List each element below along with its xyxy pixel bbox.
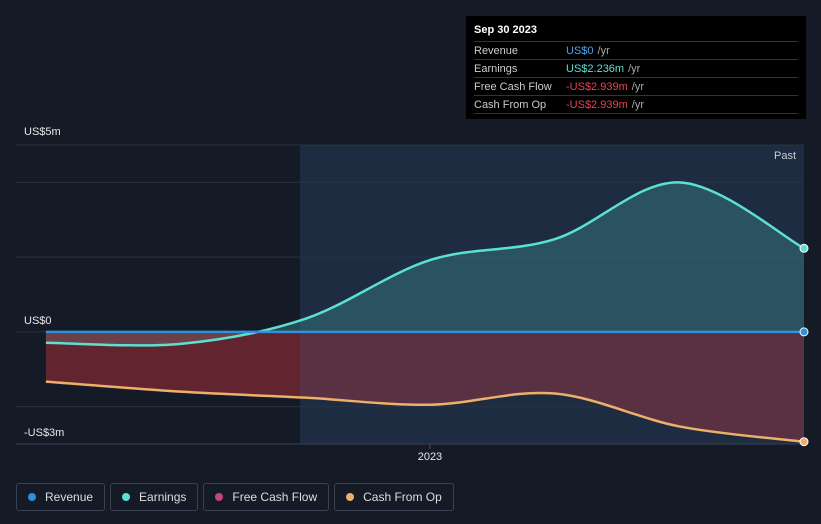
tooltip-unit: /yr [631, 98, 644, 111]
legend-dot [28, 493, 36, 501]
tooltip-label: Free Cash Flow [474, 80, 552, 93]
tooltip-value: -US$2.939m [566, 80, 628, 93]
legend-dot [215, 493, 224, 501]
tooltip-label: Revenue [474, 44, 519, 57]
tooltip-row: Free Cash Flow -US$2.939m/yr [474, 77, 798, 95]
y-tick-label: -US$3m [24, 427, 64, 439]
legend-label: Revenue [45, 490, 94, 504]
tooltip-value: US$2.236m [566, 62, 625, 75]
tooltip-value: US$0 [566, 44, 594, 57]
tooltip-row: Earnings US$2.236m/yr [474, 59, 798, 77]
legend-label: Free Cash Flow [232, 490, 318, 504]
x-tick-label: 2023 [418, 451, 442, 463]
legend-dot [346, 493, 355, 501]
legend-label: Earnings [139, 490, 187, 504]
legend: Revenue Earnings Free Cash Flow Cash From O… [16, 483, 454, 511]
legend-dot [122, 493, 131, 501]
end-point [799, 327, 809, 337]
area [45, 331, 804, 442]
tooltip: Sep 30 2023 Revenue US$0/yr Earnings US$2.2… [466, 16, 806, 119]
tooltip-row: Revenue US$0/yr [474, 41, 798, 59]
y-tick-label: US$5m [24, 126, 61, 138]
tooltip-unit: /yr [628, 62, 641, 75]
y-tick-label: US$0 [24, 315, 52, 327]
legend-item[interactable]: Free Cash Flow [203, 483, 330, 511]
legend-item[interactable]: Earnings [110, 483, 199, 511]
end-point [799, 437, 809, 447]
tooltip-label: Earnings [474, 62, 518, 75]
series-line [45, 181, 805, 347]
past-tint [300, 145, 804, 444]
tooltip-value: -US$2.939m [566, 98, 628, 111]
tooltip-label: Cash From Op [474, 98, 547, 111]
legend-item[interactable]: Revenue [16, 483, 106, 511]
tooltip-unit: /yr [631, 80, 644, 93]
chart: Past US$5m US$0 -US$3m 2023 [16, 126, 809, 463]
series-line [45, 380, 805, 443]
region-label: Past [774, 150, 796, 162]
legend-label: Cash From Op [363, 490, 442, 504]
tooltip-row: Cash From Op -US$2.939m/yr [474, 95, 798, 114]
tooltip-date: Sep 30 2023 [474, 24, 537, 36]
tooltip-unit: /yr [597, 44, 610, 57]
end-point [799, 243, 809, 253]
legend-item[interactable]: Cash From Op [334, 483, 454, 511]
area [45, 182, 804, 346]
